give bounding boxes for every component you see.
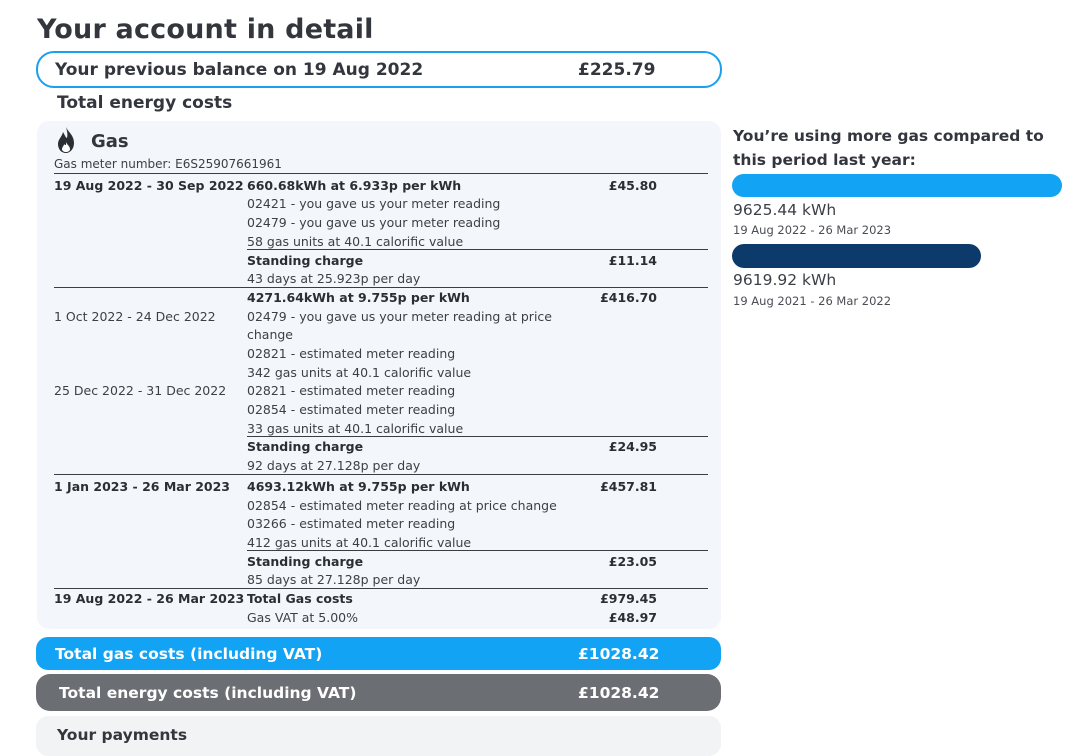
standing-charge-detail: 43 days at 25.923p per day: [247, 271, 421, 286]
standing-charge-label: Standing charge: [247, 253, 364, 268]
total-gas-costs-label: Total Gas costs: [247, 591, 353, 606]
reading-note: 03266 - estimated meter reading: [247, 516, 456, 531]
reading-note: 02821 - estimated meter reading: [247, 346, 456, 361]
previous-balance-label: Your previous balance on 19 Aug 2022: [55, 60, 424, 80]
totals-dates: 19 Aug 2022 - 26 Mar 2023: [54, 591, 245, 606]
reading-note: 33 gas units at 40.1 calorific value: [247, 421, 464, 436]
standing-charge-amount: £24.95: [608, 439, 657, 454]
reading-note: 02479 - you gave us your meter reading a…: [247, 309, 552, 324]
standing-charge-detail: 92 days at 27.128p per day: [247, 458, 421, 473]
divider: [54, 474, 708, 475]
gas-total-label: Total gas costs (including VAT): [55, 645, 323, 663]
previous-usage-period: 19 Aug 2021 - 26 Mar 2022: [733, 294, 892, 308]
reading-note: 02479 - you gave us your meter reading: [247, 215, 501, 230]
gas-vat-label: Gas VAT at 5.00%: [247, 610, 359, 625]
period-dates: 1 Oct 2022 - 24 Dec 2022: [54, 309, 216, 324]
period-dates: 25 Dec 2022 - 31 Dec 2022: [54, 383, 227, 398]
current-usage-bar: [732, 174, 1062, 197]
standing-charge-label: Standing charge: [247, 439, 364, 454]
divider: [54, 173, 708, 174]
total-gas-costs-amount: £979.45: [600, 591, 657, 606]
period-dates: 19 Aug 2022 - 30 Sep 2022: [54, 178, 244, 193]
standing-charge-label: Standing charge: [247, 554, 364, 569]
standing-charge-amount: £11.14: [608, 253, 657, 268]
flame-icon: [58, 127, 74, 153]
divider: [54, 588, 708, 589]
section-title: Total energy costs: [57, 93, 233, 113]
gas-meter-number: Gas meter number: E6S25907661961: [54, 157, 282, 171]
current-usage-value: 9625.44 kWh: [733, 201, 837, 219]
comparison-heading: You’re using more gas compared to this p…: [733, 127, 1044, 169]
reading-note: change: [247, 327, 294, 342]
divider: [247, 550, 708, 551]
gas-total-bar: [36, 637, 721, 670]
energy-total-label: Total energy costs (including VAT): [59, 684, 357, 702]
previous-usage-value: 9619.92 kWh: [733, 271, 837, 289]
energy-total-bar: [36, 674, 721, 711]
standing-charge-amount: £23.05: [608, 554, 657, 569]
reading-note: 412 gas units at 40.1 calorific value: [247, 535, 472, 550]
reading-note: 02854 - estimated meter reading: [247, 402, 456, 417]
standing-charge-detail: 85 days at 27.128p per day: [247, 572, 421, 587]
previous-usage-bar: [732, 244, 981, 268]
divider: [247, 249, 708, 250]
usage-line: 660.68kWh at 6.933p per kWh: [247, 178, 462, 193]
usage-line: 4693.12kWh at 9.755p per kWh: [247, 479, 470, 494]
usage-amount: £45.80: [608, 178, 657, 193]
reading-note: 02421 - you gave us your meter reading: [247, 196, 501, 211]
gas-vat-amount: £48.97: [608, 610, 657, 625]
usage-amount: £416.70: [600, 290, 657, 305]
page-title: Your account in detail: [37, 14, 374, 45]
usage-amount: £457.81: [600, 479, 657, 494]
reading-note: 58 gas units at 40.1 calorific value: [247, 234, 464, 249]
reading-note: 342 gas units at 40.1 calorific value: [247, 365, 472, 380]
previous-balance-box: [36, 51, 722, 88]
divider: [247, 436, 708, 437]
current-usage-period: 19 Aug 2022 - 26 Mar 2023: [733, 223, 892, 237]
gas-panel: [37, 121, 721, 629]
reading-note: 02854 - estimated meter reading at price…: [247, 498, 557, 513]
gas-total-amount: £1028.42: [578, 645, 660, 663]
period-dates: 1 Jan 2023 - 26 Mar 2023: [54, 479, 230, 494]
previous-balance-amount: £225.79: [578, 60, 656, 80]
payments-label: Your payments: [57, 726, 188, 744]
usage-line: 4271.64kWh at 9.755p per kWh: [247, 290, 470, 305]
energy-total-amount: £1028.42: [578, 684, 660, 702]
gas-title: Gas: [91, 131, 129, 152]
divider: [54, 287, 708, 288]
reading-note: 02821 - estimated meter reading: [247, 383, 456, 398]
